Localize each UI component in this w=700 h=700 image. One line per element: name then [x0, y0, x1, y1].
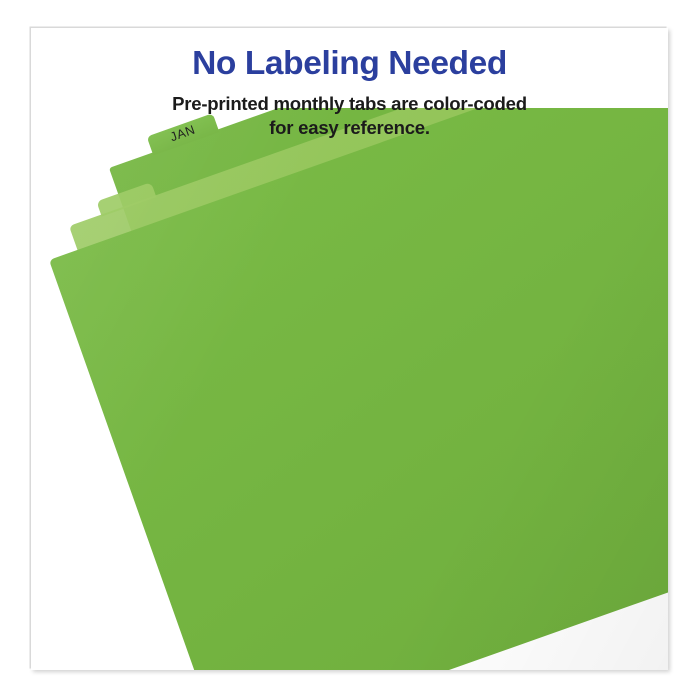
marketing-copy: No Labeling Needed Pre-printed monthly t…	[31, 46, 668, 140]
photo-background-mask	[31, 28, 668, 108]
page-subtitle-line-2: for easy reference.	[269, 116, 430, 138]
page-title: No Labeling Needed	[192, 45, 507, 82]
page-subtitle-line-1: Pre-printed monthly tabs are color-coded	[172, 93, 527, 115]
product-card-panel: JAN FEBMARAPRMAYJUNJULYAUGSEPTOCTNOVDEC …	[31, 28, 668, 670]
page-subtitle: Pre-printed monthly tabs are color-coded…	[31, 92, 668, 140]
